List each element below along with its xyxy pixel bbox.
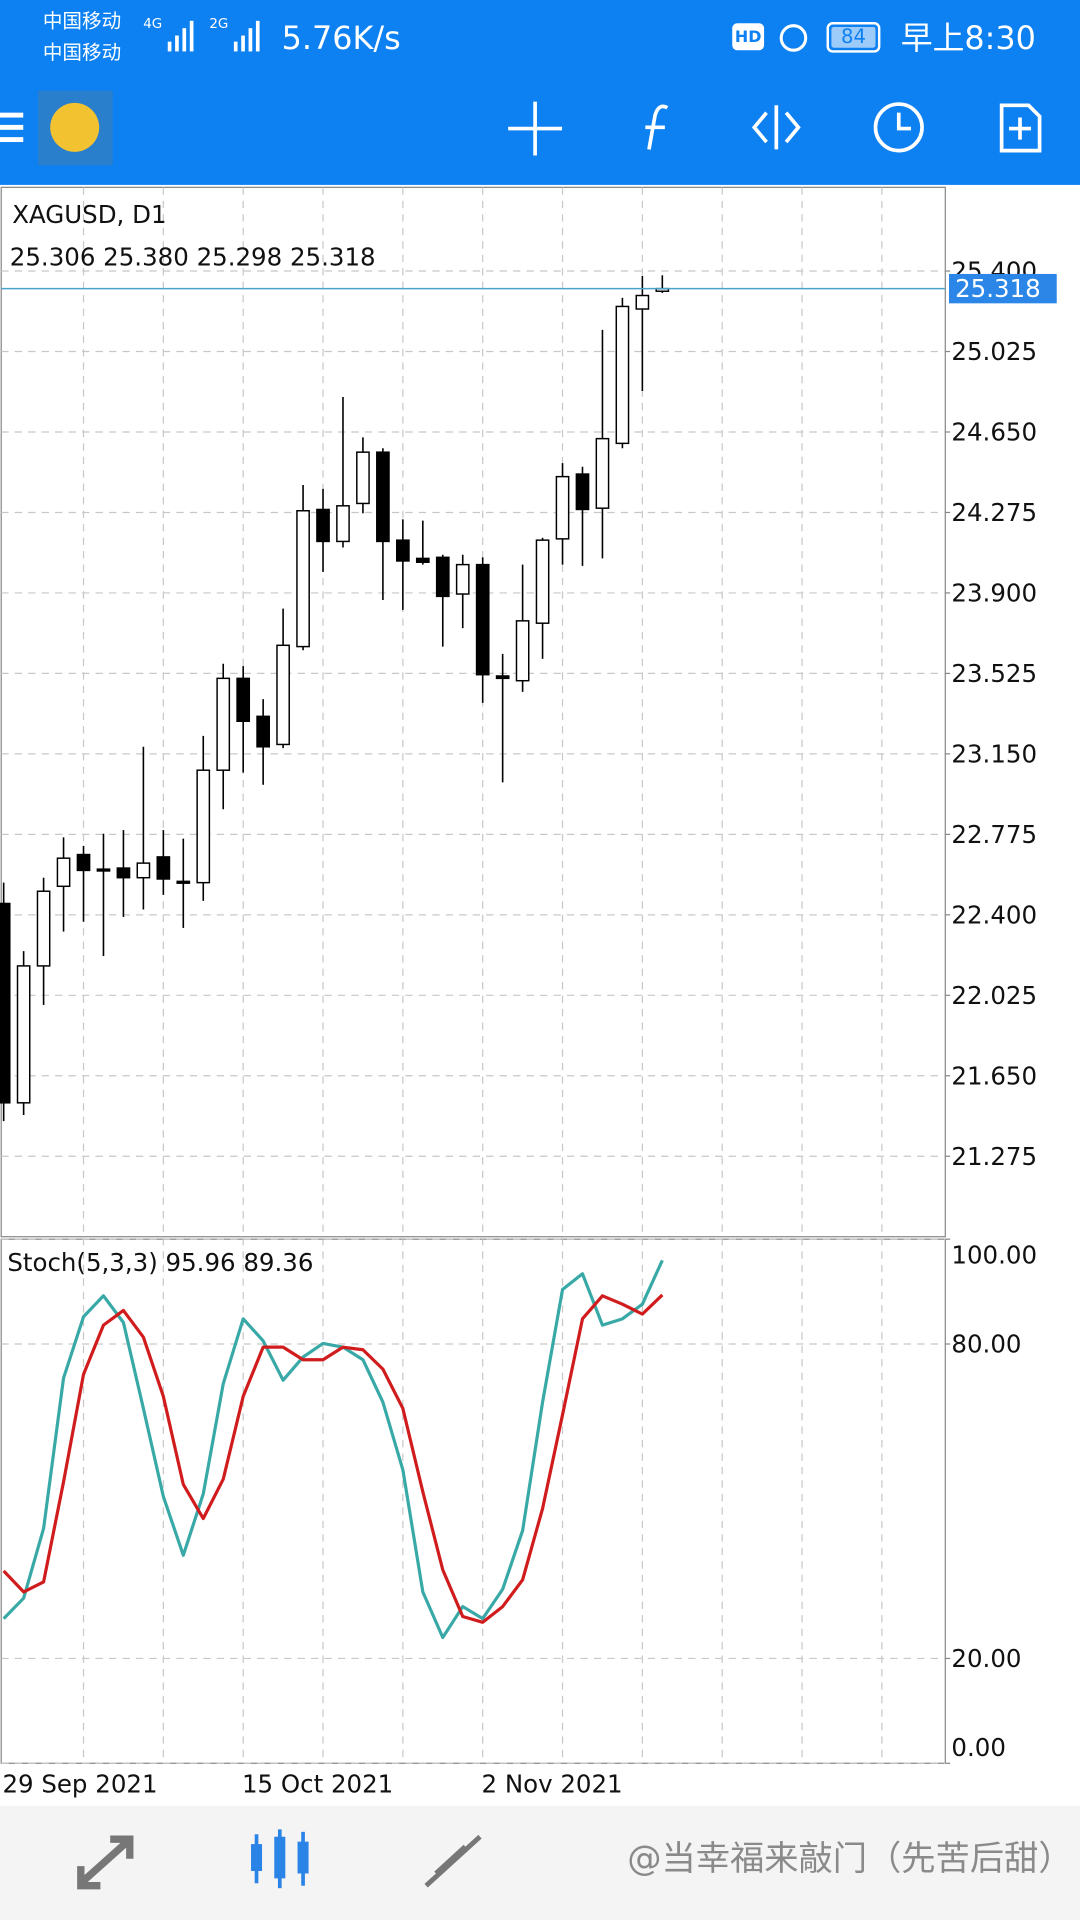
candle-body: [635, 294, 650, 310]
battery-label: 84: [841, 25, 866, 48]
price-panel: [0, 186, 946, 1238]
stoch-panel: [0, 1238, 946, 1764]
candle-body: [36, 890, 51, 967]
candle-body: [0, 902, 11, 1104]
hd-badge: [732, 23, 765, 51]
toolbar: [508, 101, 1042, 156]
indicators-button[interactable]: [645, 104, 669, 150]
bottom-nav-icons: [77, 1829, 482, 1890]
candle-body: [396, 539, 410, 562]
candle-body: [236, 677, 251, 723]
ohlc-label: 25.306 25.380 25.298 25.318: [10, 243, 376, 272]
network: 4G: [143, 17, 162, 32]
quotes-tab[interactable]: [77, 1835, 134, 1890]
candle-body: [415, 557, 430, 563]
candle-body: [515, 620, 530, 682]
net-speed: 5.76K/s: [282, 19, 401, 57]
candle-body: [495, 675, 510, 680]
candle-body: [76, 853, 91, 872]
candle-body: [435, 556, 450, 598]
y-tick-label: 100.00: [951, 1241, 1037, 1270]
candle-body: [455, 563, 470, 595]
symbol-title: XAGUSD, D1: [12, 200, 166, 229]
signal-icons: [167, 20, 260, 52]
candle-body: [96, 868, 111, 872]
grid: [1, 187, 946, 1764]
y-tick-label: 24.275: [951, 498, 1037, 527]
candle-body: [276, 644, 290, 746]
y-tick-label: 0.00: [951, 1733, 1005, 1762]
y-tick-label: 20.00: [951, 1644, 1021, 1673]
candle-body: [555, 475, 570, 540]
battery-icon: [826, 22, 881, 53]
hd-label: HD: [735, 27, 762, 46]
candle-body: [296, 510, 310, 648]
y-tick-label: 25.025: [951, 337, 1037, 366]
y-tick-label: 22.775: [951, 820, 1037, 849]
network: 2G: [209, 17, 228, 32]
app-logo-mark: [50, 102, 100, 152]
candle-body: [316, 508, 330, 543]
trade-tab[interactable]: [424, 1834, 482, 1888]
y-tick-label: 21.275: [951, 1142, 1037, 1171]
last-price-label: 25.318: [955, 274, 1041, 303]
carrier: 中国移动: [43, 41, 121, 64]
y-tick-label: 23.900: [951, 578, 1037, 607]
candle-body: [256, 715, 270, 748]
y-tick-label: 24.650: [951, 417, 1037, 446]
bottom-nav: [0, 1806, 1080, 1920]
new-order-button[interactable]: [999, 103, 1042, 153]
candle-body: [56, 857, 71, 888]
menu-button[interactable]: [0, 112, 24, 143]
y-tick-label: 21.650: [951, 1061, 1037, 1090]
candle-body: [535, 539, 550, 624]
last-price-tag: [948, 273, 1057, 304]
candle-body: [116, 867, 131, 879]
clock: 早上8:30: [901, 19, 1036, 57]
watermark: @当幸福来敲门（先苦后甜）: [627, 1839, 1072, 1879]
x-tick-label: 29 Sep 2021: [2, 1770, 157, 1799]
candle-body: [196, 769, 211, 884]
candle-body: [356, 451, 370, 505]
candle-body: [136, 862, 151, 879]
candle-body: [615, 305, 630, 445]
candle-body: [376, 451, 390, 543]
y-tick-label: 22.400: [951, 900, 1037, 929]
x-tick-label: 2 Nov 2021: [481, 1770, 622, 1799]
candle-body: [336, 505, 350, 543]
candle-body: [575, 473, 590, 511]
battery-level: [831, 26, 876, 48]
candle-body: [595, 437, 610, 509]
x-tick-label: 15 Oct 2021: [242, 1770, 393, 1799]
carrier: 中国移动: [43, 9, 121, 32]
alarm-icon: [779, 24, 808, 52]
y-tick-label: 80.00: [951, 1330, 1021, 1359]
y-tick-label: 23.525: [951, 659, 1037, 688]
stoch-line: [2, 1259, 664, 1640]
candle-body: [16, 965, 31, 1104]
candle-body: [216, 677, 231, 771]
candle-body: [156, 856, 171, 880]
stoch-title: Stoch(5,3,3) 95.96 89.36: [7, 1248, 313, 1277]
app-header: [0, 0, 1080, 185]
history-button[interactable]: [873, 102, 924, 153]
candle-body: [475, 563, 490, 676]
y-tick-label: 22.025: [951, 981, 1037, 1010]
stoch-line: [2, 1293, 664, 1624]
crosshair-button[interactable]: [508, 101, 563, 156]
symbols-button[interactable]: [751, 105, 801, 150]
candle-body: [176, 880, 191, 884]
chart-tab[interactable]: [251, 1829, 309, 1889]
y-tick-label: 23.150: [951, 739, 1037, 768]
